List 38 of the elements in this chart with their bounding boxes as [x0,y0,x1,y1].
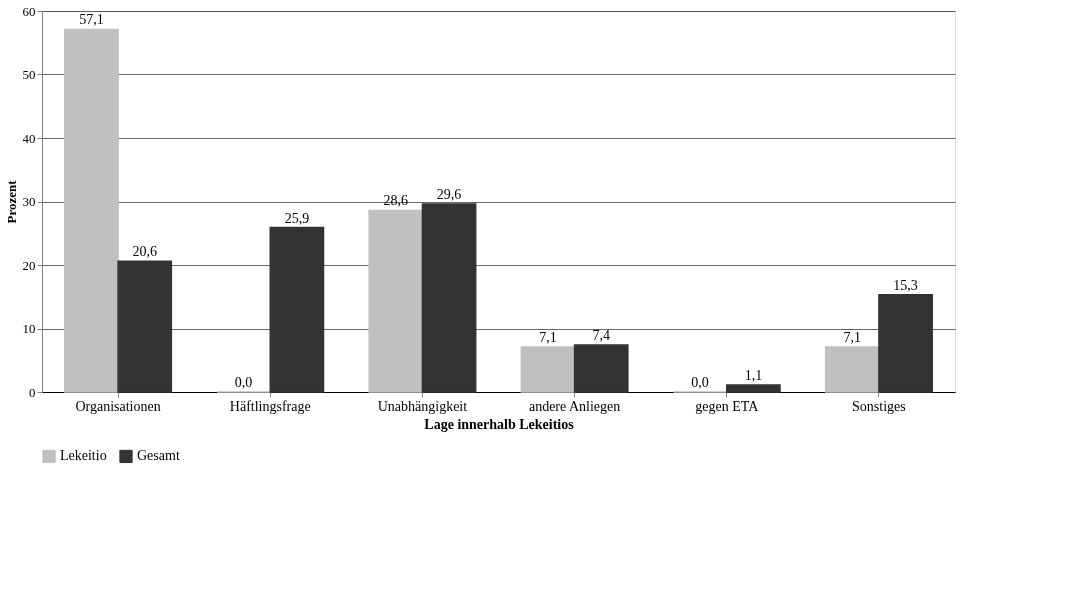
x-tick-label: gegen ETA [695,398,760,414]
y-tick-label: 40 [22,130,36,146]
bar [878,294,933,393]
y-axis-title: Prozent [3,179,19,224]
y-tick-label: 60 [22,3,36,19]
x-tick-label: Unabhängigkeit [377,398,468,414]
x-tick-label: Häftlingsfrage [229,398,311,414]
y-tick-label: 50 [22,67,36,82]
data-label: 57,1 [79,12,104,28]
data-label: 0,0 [234,375,253,390]
bar [726,384,781,393]
bar [573,344,629,393]
data-label: 20,6 [132,244,157,260]
data-label: 7,4 [592,328,610,344]
y-tick-label: 10 [22,321,36,336]
bar [421,203,477,393]
y-tick-label: 30 [22,194,36,209]
y-tick-label: 20 [22,257,36,273]
x-tick-label: Organisationen [75,398,161,414]
bar [824,346,880,393]
data-label: 1,1 [744,368,763,384]
x-tick-label: andere Anliegen [528,398,621,414]
y-tick-label: 0 [29,384,36,400]
x-axis-title: Lage innerhalb Lekeitios [424,416,575,432]
data-label: 7,1 [843,329,862,345]
bar [520,346,576,393]
data-label: 25,9 [284,210,310,226]
bar [269,226,325,393]
data-label: 7,1 [539,329,557,345]
data-label: 29,6 [436,187,462,203]
data-label: 15,3 [893,277,918,293]
data-label: 0,0 [691,375,709,390]
bar [64,28,119,393]
x-tick-label: Sonstiges [852,398,906,414]
legend-label: Lekeitio [60,448,107,464]
legend-label: Gesamt [137,448,180,464]
bar [117,260,173,393]
bar [368,209,424,393]
